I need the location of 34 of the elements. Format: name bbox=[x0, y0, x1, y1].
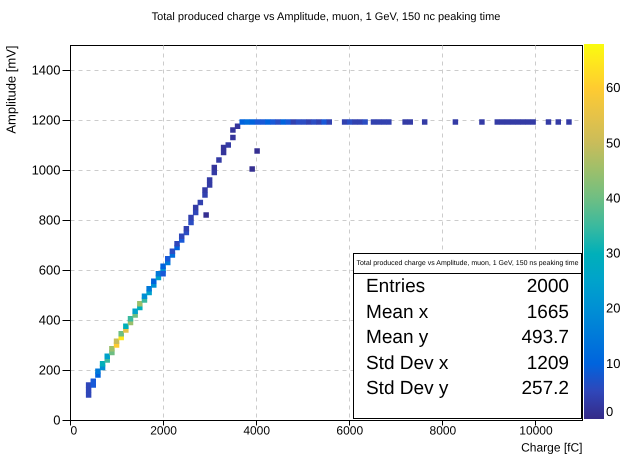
y-axis-title: Amplitude [mV] bbox=[4, 46, 18, 134]
color-bar-label: 40 bbox=[606, 190, 620, 206]
annotation: 2000 bbox=[526, 275, 569, 299]
color-bar-label: 0 bbox=[606, 404, 614, 419]
y-tick-label: 1000 bbox=[32, 162, 60, 178]
y-tick-label: 600 bbox=[38, 262, 60, 278]
annotation: Mean x bbox=[366, 300, 428, 324]
y-tick-label: 800 bbox=[38, 212, 60, 228]
x-tick-label: 4000 bbox=[243, 424, 270, 438]
annotation: 1665 bbox=[526, 300, 569, 324]
color-bar-label: 20 bbox=[606, 300, 620, 316]
x-tick-label: 6000 bbox=[336, 424, 364, 438]
y-tick-label: 1400 bbox=[32, 62, 60, 78]
y-tick-label: 0 bbox=[53, 412, 60, 428]
x-tick-label: 2000 bbox=[150, 424, 178, 438]
chart-title: Total produced charge vs Amplitude, muon, 1 GeV, 150 nc peaking time bbox=[152, 11, 500, 23]
annotation: 257.2 bbox=[521, 377, 569, 401]
x-tick-label: 8000 bbox=[430, 424, 457, 438]
annotation: 1209 bbox=[526, 352, 569, 376]
x-tick-label: 0 bbox=[70, 424, 78, 438]
annotation: Entries bbox=[366, 275, 426, 299]
annotation: Std Dev x bbox=[366, 352, 448, 376]
annotation: Mean y bbox=[366, 326, 428, 350]
color-bar-label: 10 bbox=[606, 356, 620, 371]
x-tick-label: 10000 bbox=[519, 424, 553, 438]
x-axis-title: Charge [fC] bbox=[521, 440, 582, 454]
color-bar-label: 50 bbox=[606, 135, 620, 150]
y-tick-label: 400 bbox=[38, 312, 60, 328]
y-tick-label: 200 bbox=[38, 362, 60, 378]
color-bar-label: 30 bbox=[606, 246, 620, 261]
y-tick-label: 1200 bbox=[32, 112, 60, 128]
color-bar-label: 60 bbox=[606, 80, 620, 96]
annotation: 493.7 bbox=[521, 326, 569, 350]
annotation: Std Dev y bbox=[366, 377, 448, 401]
